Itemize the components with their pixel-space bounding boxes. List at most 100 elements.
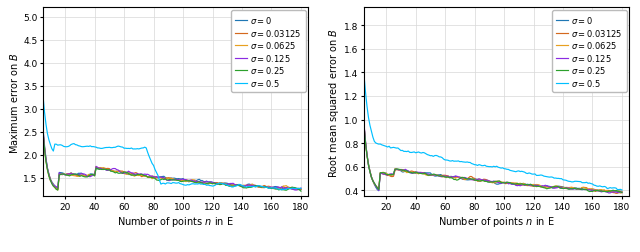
$\sigma = 0.03125$ [54,188,61,191]
$\sigma = 0.5$ [290,187,298,190]
$\sigma = 0.25$ [618,191,626,194]
Line: $\sigma = 0.03125$: $\sigma = 0.03125$ [37,4,301,190]
$\sigma = 0.0625$ [385,174,393,177]
$\sigma = 0.0625$ [606,191,614,194]
$\sigma = 0.03125$ [454,176,462,179]
$\sigma = 0.03125$ [33,2,41,5]
$\sigma = 0$ [609,190,617,193]
$\sigma = 0.125$ [385,173,393,176]
$\sigma = 0.0625$ [454,176,462,179]
$\sigma = 0$ [33,2,41,5]
$\sigma = 0.5$ [297,187,305,190]
$\sigma = 0.25$ [609,189,617,192]
$\sigma = 0.5$ [609,186,617,190]
$\sigma = 0$ [288,187,296,191]
$\sigma = 0.0625$ [290,188,298,191]
$\sigma = 0$ [297,188,305,191]
$\sigma = 0.25$ [288,186,296,189]
$\sigma = 0.125$ [589,189,596,192]
$\sigma = 0$ [618,190,626,193]
$\sigma = 0.5$ [454,160,462,163]
$\sigma = 0.125$ [33,2,41,5]
$\sigma = 0.03125$ [589,190,596,193]
$\sigma = 0.0625$ [589,187,596,191]
$\sigma = 0.0625$ [359,103,367,106]
$\sigma = 0.125$ [88,175,95,178]
$\sigma = 0.0625$ [135,174,143,177]
$\sigma = 0.25$ [134,173,141,176]
$\sigma = 0.03125$ [359,102,367,105]
Y-axis label: Root mean squared error on $B$: Root mean squared error on $B$ [327,28,341,177]
Line: $\sigma = 0.0625$: $\sigma = 0.0625$ [358,3,622,192]
$\sigma = 0$ [612,191,620,194]
Legend: $\sigma = 0$, $\sigma = 0.03125$, $\sigma = 0.0625$, $\sigma = 0.125$, $\sigma =: $\sigma = 0$, $\sigma = 0.03125$, $\sigm… [231,11,306,92]
$\sigma = 0.125$ [288,188,296,191]
$\sigma = 0$ [454,176,462,179]
$\sigma = 0$ [88,173,95,176]
$\sigma = 0.125$ [38,106,45,109]
$\sigma = 0$ [355,1,362,4]
$\sigma = 0$ [134,174,141,177]
$\sigma = 0.0625$ [355,1,362,4]
X-axis label: Number of points $n$ in E: Number of points $n$ in E [117,214,234,228]
$\sigma = 0.25$ [33,2,41,5]
$\sigma = 0.03125$ [90,173,97,176]
$\sigma = 0$ [589,188,596,191]
$\sigma = 0.125$ [291,189,299,192]
$\sigma = 0.25$ [589,190,596,193]
$\sigma = 0.25$ [355,1,362,4]
$\sigma = 0$ [64,174,72,177]
$\sigma = 0.25$ [88,173,95,176]
Line: $\sigma = 0.125$: $\sigma = 0.125$ [358,3,622,193]
$\sigma = 0.03125$ [355,1,362,4]
$\sigma = 0.0625$ [611,190,618,193]
X-axis label: Number of points $n$ in E: Number of points $n$ in E [438,214,555,228]
$\sigma = 0.5$ [278,188,285,192]
$\sigma = 0.03125$ [609,191,617,194]
$\sigma = 0.25$ [268,187,275,190]
$\sigma = 0.125$ [454,176,462,179]
$\sigma = 0.25$ [359,103,367,106]
$\sigma = 0.25$ [454,178,462,181]
Line: $\sigma = 0.03125$: $\sigma = 0.03125$ [358,3,622,194]
$\sigma = 0.03125$ [612,192,620,195]
$\sigma = 0.125$ [359,100,367,103]
$\sigma = 0.125$ [611,191,618,194]
$\sigma = 0.5$ [38,73,45,76]
$\sigma = 0.5$ [88,146,95,149]
$\sigma = 0.03125$ [385,174,393,177]
Line: $\sigma = 0.0625$: $\sigma = 0.0625$ [37,4,301,190]
$\sigma = 0.125$ [355,1,362,4]
Line: $\sigma = 0.125$: $\sigma = 0.125$ [37,4,301,190]
Line: $\sigma = 0$: $\sigma = 0$ [37,4,301,190]
$\sigma = 0.5$ [33,16,41,19]
$\sigma = 0.03125$ [269,187,276,190]
$\sigma = 0.0625$ [269,186,276,189]
Line: $\sigma = 0.5$: $\sigma = 0.5$ [37,17,301,190]
Line: $\sigma = 0.25$: $\sigma = 0.25$ [37,4,301,191]
$\sigma = 0.0625$ [90,174,97,177]
$\sigma = 0$ [409,172,417,175]
$\sigma = 0.0625$ [33,2,41,5]
$\sigma = 0.125$ [64,173,72,176]
$\sigma = 0.03125$ [135,173,143,176]
$\sigma = 0.25$ [297,190,305,193]
Y-axis label: Maximum error on $B$: Maximum error on $B$ [8,52,20,153]
$\sigma = 0$ [268,187,275,190]
$\sigma = 0$ [385,174,393,177]
$\sigma = 0.5$ [64,145,72,148]
$\sigma = 0.125$ [297,187,305,190]
$\sigma = 0.03125$ [38,108,45,111]
$\sigma = 0.0625$ [409,171,417,174]
$\sigma = 0.125$ [618,191,626,194]
Line: $\sigma = 0$: $\sigma = 0$ [358,3,622,192]
$\sigma = 0.0625$ [38,109,45,112]
$\sigma = 0.5$ [385,145,393,148]
$\sigma = 0.25$ [385,173,393,176]
$\sigma = 0.25$ [38,108,45,111]
$\sigma = 0.125$ [605,192,612,195]
$\sigma = 0.125$ [134,172,141,175]
$\sigma = 0$ [359,102,367,105]
$\sigma = 0.03125$ [297,188,305,191]
$\sigma = 0.03125$ [409,170,417,173]
